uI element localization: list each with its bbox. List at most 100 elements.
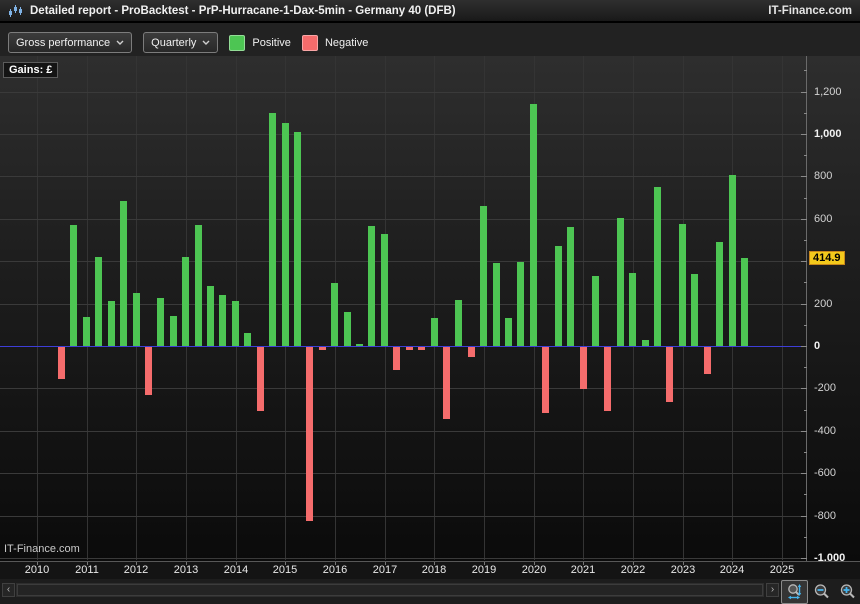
x-tick-2023 [683, 562, 684, 565]
bar-2010-Q3 [58, 347, 65, 379]
bar-2017-Q2 [393, 347, 400, 370]
zoom-out-button[interactable] [808, 580, 835, 604]
y-label-1000: 1,000 [814, 128, 842, 140]
y-tick--300 [804, 410, 807, 411]
x-tick-2012 [136, 562, 137, 565]
bar-2015-Q1 [282, 123, 289, 346]
bar-2014-Q2 [244, 333, 251, 346]
x-tick-2025 [782, 562, 783, 565]
bar-2021-Q2 [592, 276, 599, 346]
y-tick--500 [804, 452, 807, 453]
zero-line [0, 346, 807, 347]
gridline-600 [0, 219, 807, 220]
x-label-2016: 2016 [322, 564, 348, 576]
zoom-out-icon [814, 584, 829, 599]
chart-watermark: IT-Finance.com [4, 543, 80, 555]
zoom-mode-button[interactable] [781, 580, 808, 604]
y-tick-900 [804, 155, 807, 156]
bar-2016-Q3 [356, 344, 363, 346]
bar-2011-Q1 [83, 317, 90, 346]
y-tick-1300 [804, 70, 807, 71]
bar-2019-Q4 [517, 262, 524, 346]
bar-2023-Q2 [691, 274, 698, 346]
bar-2011-Q3 [108, 301, 115, 346]
bar-2016-Q2 [344, 312, 351, 346]
y-tick--200 [801, 388, 807, 389]
zoom-in-button[interactable] [834, 580, 860, 604]
bar-2024-Q1 [729, 175, 736, 346]
zoom-mode-icon [787, 584, 801, 600]
y-tick-400 [801, 261, 807, 262]
gridline-1000 [0, 134, 807, 135]
gridline-200 [0, 304, 807, 305]
chevron-down-icon [116, 40, 124, 45]
year-gridline-2025 [782, 56, 783, 560]
x-label-2025: 2025 [769, 564, 795, 576]
scroll-left-button[interactable]: ‹ [2, 583, 15, 597]
year-gridline-2021 [583, 56, 584, 560]
current-value-tag: 414.9 [809, 251, 845, 265]
negative-swatch [301, 34, 318, 51]
x-tick-2024 [732, 562, 733, 565]
x-label-2019: 2019 [471, 564, 497, 576]
x-label-2020: 2020 [521, 564, 547, 576]
bar-2010-Q4 [70, 225, 77, 346]
scroll-right-button[interactable]: › [766, 583, 779, 597]
legend-positive-label: Positive [252, 36, 291, 49]
gridline--200 [0, 388, 807, 389]
bar-2020-Q3 [555, 246, 562, 346]
x-label-2015: 2015 [272, 564, 298, 576]
bar-2015-Q4 [319, 347, 326, 350]
bar-2014-Q4 [269, 113, 276, 346]
bar-2017-Q3 [406, 347, 413, 350]
x-tick-2020 [534, 562, 535, 565]
window-title: Detailed report - ProBacktest - PrP-Hurr… [30, 4, 456, 17]
bar-2015-Q2 [294, 132, 301, 346]
bar-2012-Q2 [145, 347, 152, 395]
x-label-2022: 2022 [620, 564, 646, 576]
y-tick--900 [804, 537, 807, 538]
scrollbar-thumb[interactable] [17, 584, 763, 596]
year-gridline-2011 [87, 56, 88, 560]
bar-2011-Q2 [95, 257, 102, 346]
bar-2015-Q3 [306, 347, 313, 521]
performance-dropdown-label: Gross performance [16, 36, 111, 49]
y-label-800: 800 [814, 170, 833, 182]
x-axis: 2010 2011 2012 2013 2014 2015 2016 2017 2018 2019… [0, 561, 860, 579]
y-label-200: 200 [814, 298, 833, 310]
bar-2020-Q1 [530, 104, 537, 346]
gridline--800 [0, 516, 807, 517]
x-tick-2016 [335, 562, 336, 565]
bar-2013-Q4 [219, 295, 226, 346]
y-label--400: -400 [814, 425, 837, 437]
bar-2021-Q4 [617, 218, 624, 346]
performance-dropdown[interactable]: Gross performance [8, 32, 133, 53]
y-tick-300 [804, 282, 807, 283]
plot-area[interactable] [0, 56, 807, 561]
zoom-in-icon [840, 584, 855, 599]
x-tick-2010 [37, 562, 38, 565]
candlestick-chart-icon [9, 4, 22, 17]
bar-2018-Q1 [431, 318, 438, 346]
period-dropdown[interactable]: Quarterly [143, 32, 219, 53]
bar-2017-Q4 [418, 347, 425, 350]
y-label-0: 0 [814, 340, 821, 352]
y-tick--600 [801, 473, 807, 474]
chevron-down-icon [202, 40, 210, 45]
bar-2019-Q2 [493, 263, 500, 346]
scrollbar-track[interactable] [16, 583, 764, 597]
y-tick-700 [804, 198, 807, 199]
bar-2021-Q1 [580, 347, 587, 389]
title-bar: Detailed report - ProBacktest - PrP-Hurr… [0, 0, 860, 22]
gridline--1000 [0, 558, 807, 559]
y-tick-800 [801, 176, 807, 177]
y-tick-500 [804, 240, 807, 241]
bar-2014-Q1 [232, 301, 239, 346]
bar-2012-Q3 [157, 298, 164, 346]
y-tick-100 [804, 325, 807, 326]
x-tick-2015 [285, 562, 286, 565]
bar-2022-Q1 [629, 273, 636, 346]
bar-2018-Q3 [455, 300, 462, 346]
x-tick-2018 [434, 562, 435, 565]
bar-2012-Q1 [133, 293, 140, 346]
